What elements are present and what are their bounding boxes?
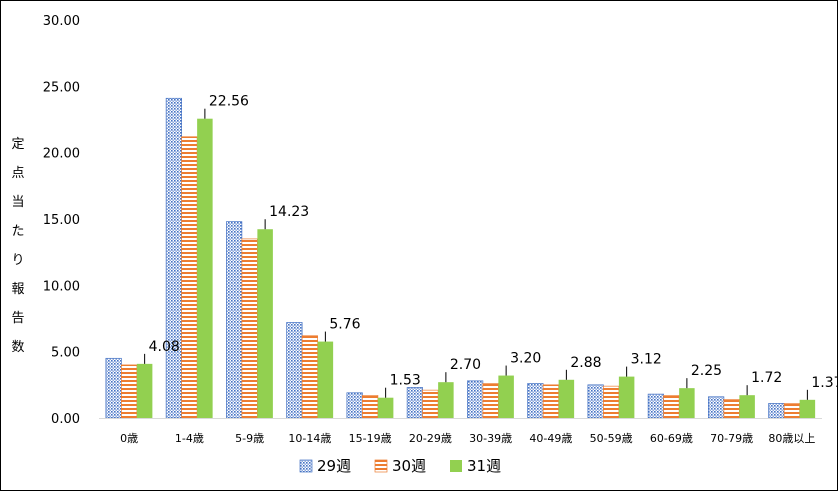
data-label: 14.23 [269,204,309,220]
bar-29週 [647,393,664,419]
bar-29週 [346,392,363,419]
data-label: 3.20 [510,351,541,367]
x-tick-label: 30-39歳 [469,432,512,445]
bar-29週 [286,322,303,419]
bar-31週 [558,379,575,418]
y-axis-title: 定点当たり報告数 [11,137,24,355]
leader-lines [144,108,808,400]
bar-31週 [679,388,695,418]
bar-29週 [406,387,423,419]
x-axis: 0歳 1-4歳 5-9歳 10-14歳 15-19歳 20-29歳 30-39歳 40-49歳… [99,418,822,445]
legend: 29週 30週 31週 [299,457,501,475]
legend-swatch [374,459,388,473]
bar-29週 [587,384,604,419]
y-tick-label: 25.00 [43,80,80,95]
bar-30週 [542,384,559,419]
legend-swatch [450,460,462,472]
x-tick-label: 60-69歳 [650,432,693,445]
bar-29週 [105,357,122,419]
y-tick-label: 30.00 [43,14,80,29]
data-labels: 4.08 22.56 14.23 5.76 1.53 2.70 3.20 2.88 3.12 2.… [149,94,838,391]
y-tick-label: 5.00 [51,346,80,361]
y-tick-label: 10.00 [43,279,80,294]
bar-30週 [783,403,800,419]
data-label: 2.70 [450,357,481,373]
bar-29週 [527,383,544,419]
bar-30週 [663,395,680,419]
bar-30週 [181,136,198,419]
x-tick-label: 5-9歳 [235,432,264,445]
y-tick-label: 15.00 [43,213,80,228]
data-label: 2.25 [691,363,722,379]
x-tick-label: 70-79歳 [710,432,753,445]
data-label: 1.37 [811,375,838,391]
bar-30週 [241,238,258,419]
data-label: 1.53 [390,373,421,389]
bar-30週 [422,389,439,419]
y-axis: 0.00 5.00 10.00 15.00 20.00 25.00 30.00 [43,14,80,427]
legend-swatch [299,459,313,473]
bar-30週 [482,383,499,419]
bar-29週 [708,396,725,419]
bar-29週 [226,221,243,419]
x-tick-label: 80歳以上 [768,432,815,445]
data-label: 4.08 [149,339,180,355]
x-tick-label: 1-4歳 [175,432,204,445]
bar-29週 [768,403,785,419]
bar-31週 [498,375,514,418]
legend-label: 31週 [467,457,501,475]
y-tick-label: 20.00 [43,147,80,162]
data-label: 3.12 [631,352,662,368]
legend-label: 30週 [392,457,426,475]
data-label: 22.56 [209,94,249,110]
bar-31週 [197,118,213,418]
x-tick-label: 0歳 [120,432,138,445]
bar-31週 [739,395,755,418]
bar-31週 [799,399,816,418]
legend-label: 29週 [317,457,351,475]
bar-30週 [121,364,138,419]
bars-group [105,97,816,419]
bar-30週 [603,385,620,419]
y-tick-label: 0.00 [51,412,80,427]
data-label: 1.72 [751,370,782,386]
data-label: 5.76 [329,317,360,333]
bar-31週 [136,363,153,418]
x-tick-label: 15-19歳 [349,432,392,445]
bar-31週 [377,397,394,418]
bar-29週 [467,380,484,419]
data-label: 2.88 [570,355,601,371]
x-tick-label: 20-29歳 [409,432,452,445]
bar-29週 [165,97,182,419]
bar-30週 [301,335,318,419]
x-tick-label: 40-49歳 [529,432,572,445]
bar-30週 [723,399,740,419]
bar-31週 [317,341,334,418]
bar-31週 [257,229,273,418]
bar-31週 [618,376,635,418]
bar-31週 [438,382,454,418]
bar-30週 [362,395,379,419]
x-tick-label: 50-59歳 [590,432,633,445]
x-tick-label: 10-14歳 [288,432,331,445]
